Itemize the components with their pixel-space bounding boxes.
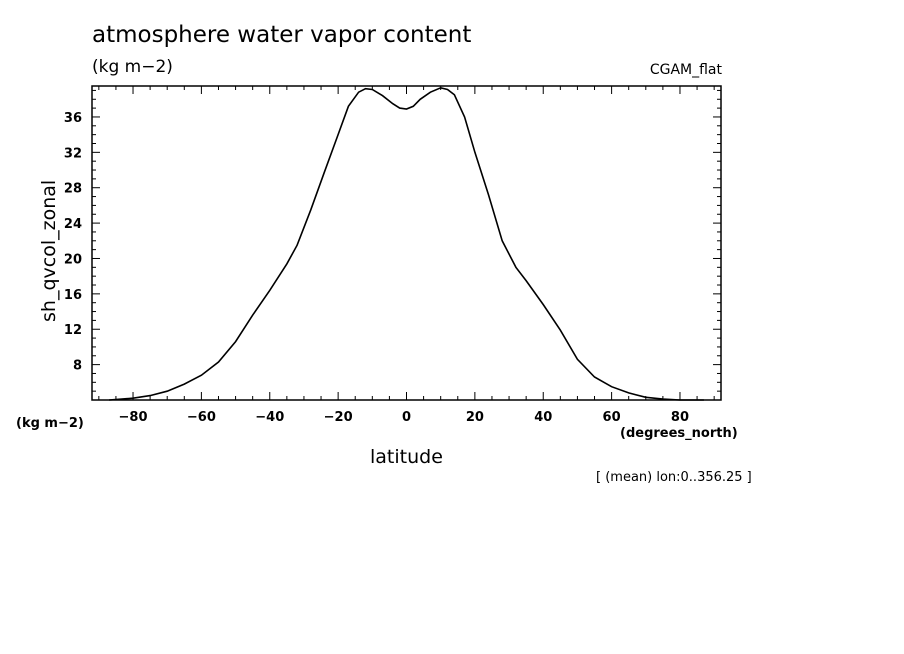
x-units-label: (degrees_north) xyxy=(620,426,738,441)
y-tick-label: 20 xyxy=(64,252,82,267)
y-tick-label: 24 xyxy=(64,217,82,232)
y-tick-label: 36 xyxy=(64,111,82,126)
x-tick-label: −80 xyxy=(119,410,148,425)
axis-ticks xyxy=(92,86,721,400)
x-tick-label: 80 xyxy=(671,410,689,425)
y-units-label: (kg m−2) xyxy=(16,416,84,431)
x-tick-label: −40 xyxy=(255,410,284,425)
footnote: [ (mean) lon:0..356.25 ] xyxy=(596,470,752,485)
y-tick-label: 28 xyxy=(64,182,82,197)
y-tick-label: 8 xyxy=(73,359,82,374)
series-line xyxy=(109,86,704,401)
y-axis-label-wrap: sh_qvcol_zonal xyxy=(38,180,60,323)
tick-labels: −80 −60 −40 −20 0 20 40 60 80 8 12 16 20 24 28 32 36 xyxy=(64,111,689,425)
x-tick-label: 60 xyxy=(603,410,621,425)
x-axis-label: latitude xyxy=(370,446,443,468)
y-tick-label: 32 xyxy=(64,146,82,161)
y-tick-label: 12 xyxy=(64,323,82,338)
dataset-label: CGAM_flat xyxy=(649,62,722,78)
x-tick-label: 40 xyxy=(534,410,552,425)
x-tick-label: 0 xyxy=(402,410,411,425)
chart-title: atmosphere water vapor content xyxy=(92,22,472,48)
chart-units: (kg m−2) xyxy=(92,57,173,77)
x-tick-label: 20 xyxy=(466,410,484,425)
x-tick-label: −20 xyxy=(324,410,353,425)
plot-frame xyxy=(91,85,722,401)
y-axis-label: sh_qvcol_zonal xyxy=(38,179,60,322)
y-tick-label: 16 xyxy=(64,288,82,303)
x-tick-label: −60 xyxy=(187,410,216,425)
